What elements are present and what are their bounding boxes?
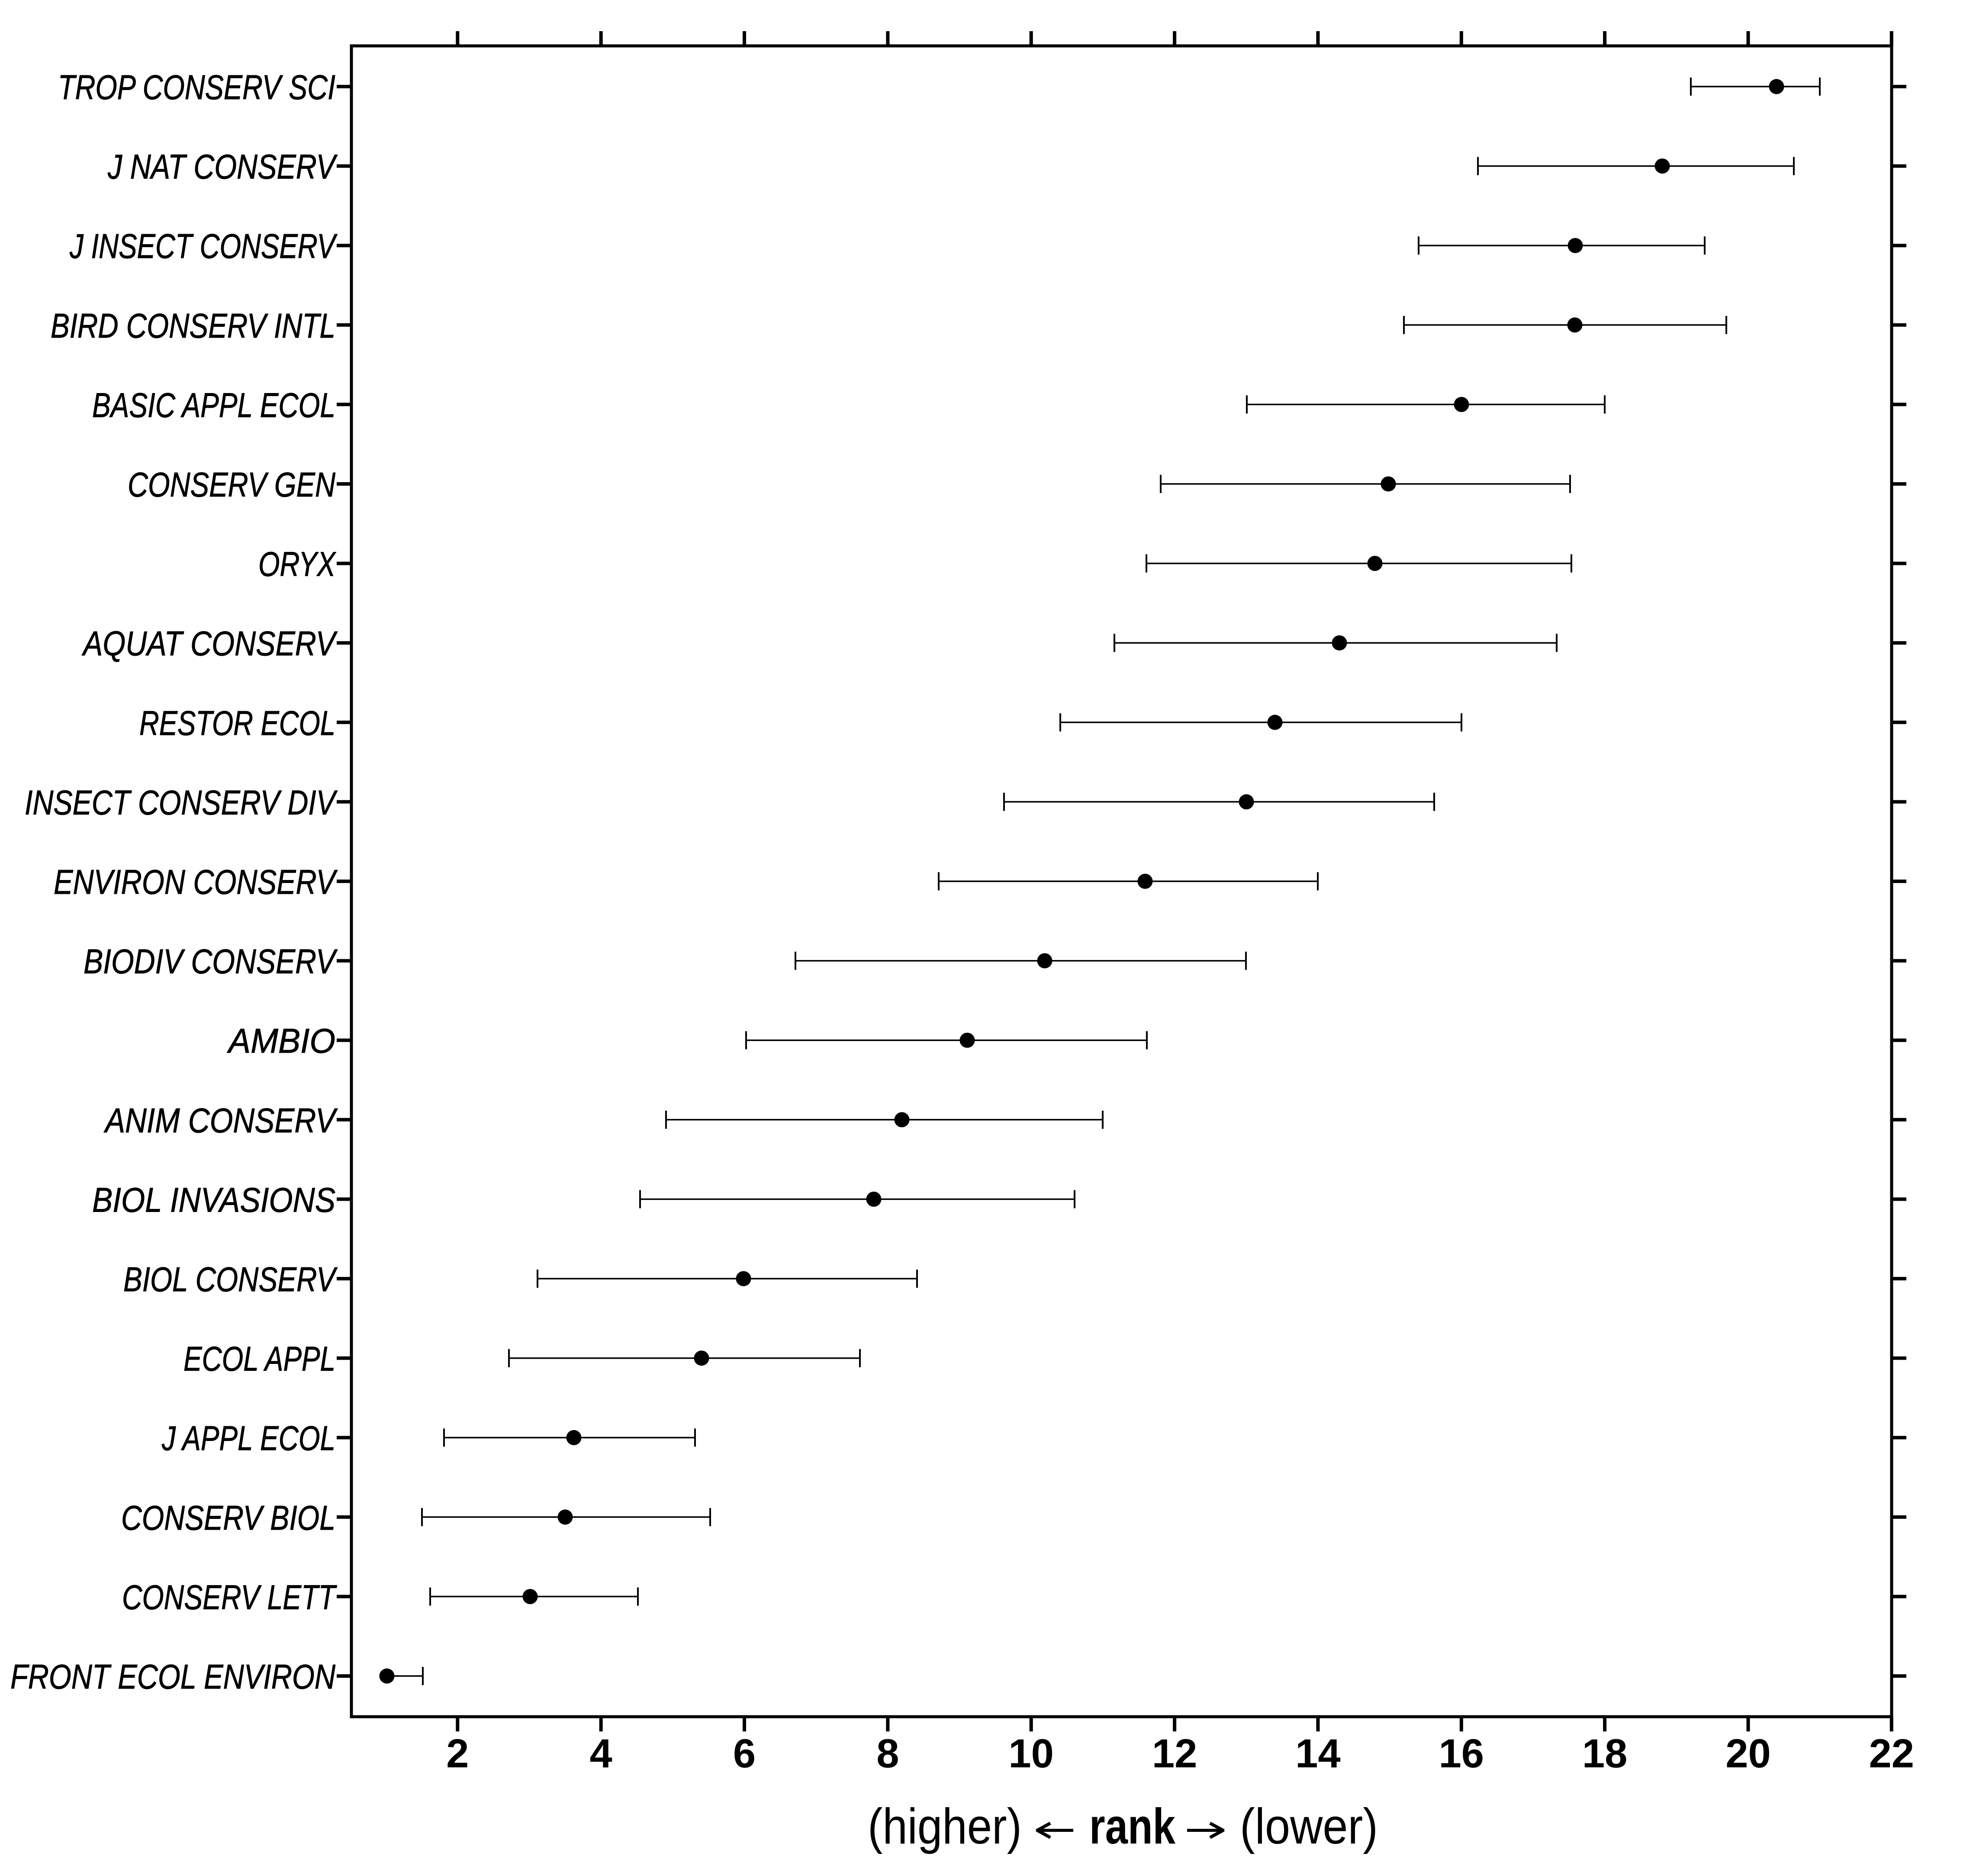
svg-text:CONSERV BIOL: CONSERV BIOL — [121, 1499, 335, 1537]
svg-text:AMBIO: AMBIO — [227, 1022, 335, 1060]
svg-text:AQUAT CONSERV: AQUAT CONSERV — [82, 624, 338, 663]
svg-text:16: 16 — [1439, 1731, 1484, 1776]
svg-text:RESTOR ECOL: RESTOR ECOL — [139, 704, 335, 742]
svg-text:J INSECT CONSERV: J INSECT CONSERV — [69, 227, 338, 265]
svg-text:18: 18 — [1582, 1731, 1628, 1776]
svg-text:ORYX: ORYX — [258, 545, 336, 583]
svg-text:6: 6 — [733, 1731, 756, 1776]
svg-text:(lower): (lower) — [1240, 1798, 1378, 1854]
svg-text:14: 14 — [1295, 1731, 1341, 1776]
svg-text:BIOL INVASIONS: BIOL INVASIONS — [92, 1180, 335, 1219]
svg-text:BIOL CONSERV: BIOL CONSERV — [123, 1260, 338, 1299]
svg-text:INSECT CONSERV DIV: INSECT CONSERV DIV — [25, 783, 338, 822]
svg-text:FRONT ECOL ENVIRON: FRONT ECOL ENVIRON — [10, 1657, 335, 1696]
svg-text:10: 10 — [1008, 1731, 1054, 1776]
svg-text:20: 20 — [1725, 1731, 1771, 1776]
svg-text:rank: rank — [1089, 1798, 1175, 1854]
svg-text:22: 22 — [1869, 1731, 1915, 1776]
svg-text:BASIC APPL ECOL: BASIC APPL ECOL — [92, 386, 335, 424]
svg-text:ANIM CONSERV: ANIM CONSERV — [104, 1101, 338, 1140]
svg-text:CONSERV LETT: CONSERV LETT — [122, 1578, 337, 1616]
svg-text:ENVIRON CONSERV: ENVIRON CONSERV — [54, 863, 338, 901]
svg-text:J NAT CONSERV: J NAT CONSERV — [107, 148, 338, 186]
svg-text:(higher): (higher) — [868, 1798, 1022, 1854]
svg-text:J APPL ECOL: J APPL ECOL — [161, 1419, 335, 1457]
svg-text:TROP CONSERV SCI: TROP CONSERV SCI — [58, 68, 335, 106]
svg-text:BIODIV CONSERV: BIODIV CONSERV — [84, 942, 338, 981]
svg-text:2: 2 — [446, 1731, 469, 1776]
svg-text:ECOL APPL: ECOL APPL — [183, 1340, 335, 1378]
svg-text:12: 12 — [1152, 1731, 1197, 1776]
svg-text:4: 4 — [590, 1731, 612, 1776]
svg-text:CONSERV GEN: CONSERV GEN — [128, 465, 335, 504]
svg-text:BIRD CONSERV INTL: BIRD CONSERV INTL — [51, 306, 335, 345]
svg-text:8: 8 — [876, 1731, 899, 1776]
